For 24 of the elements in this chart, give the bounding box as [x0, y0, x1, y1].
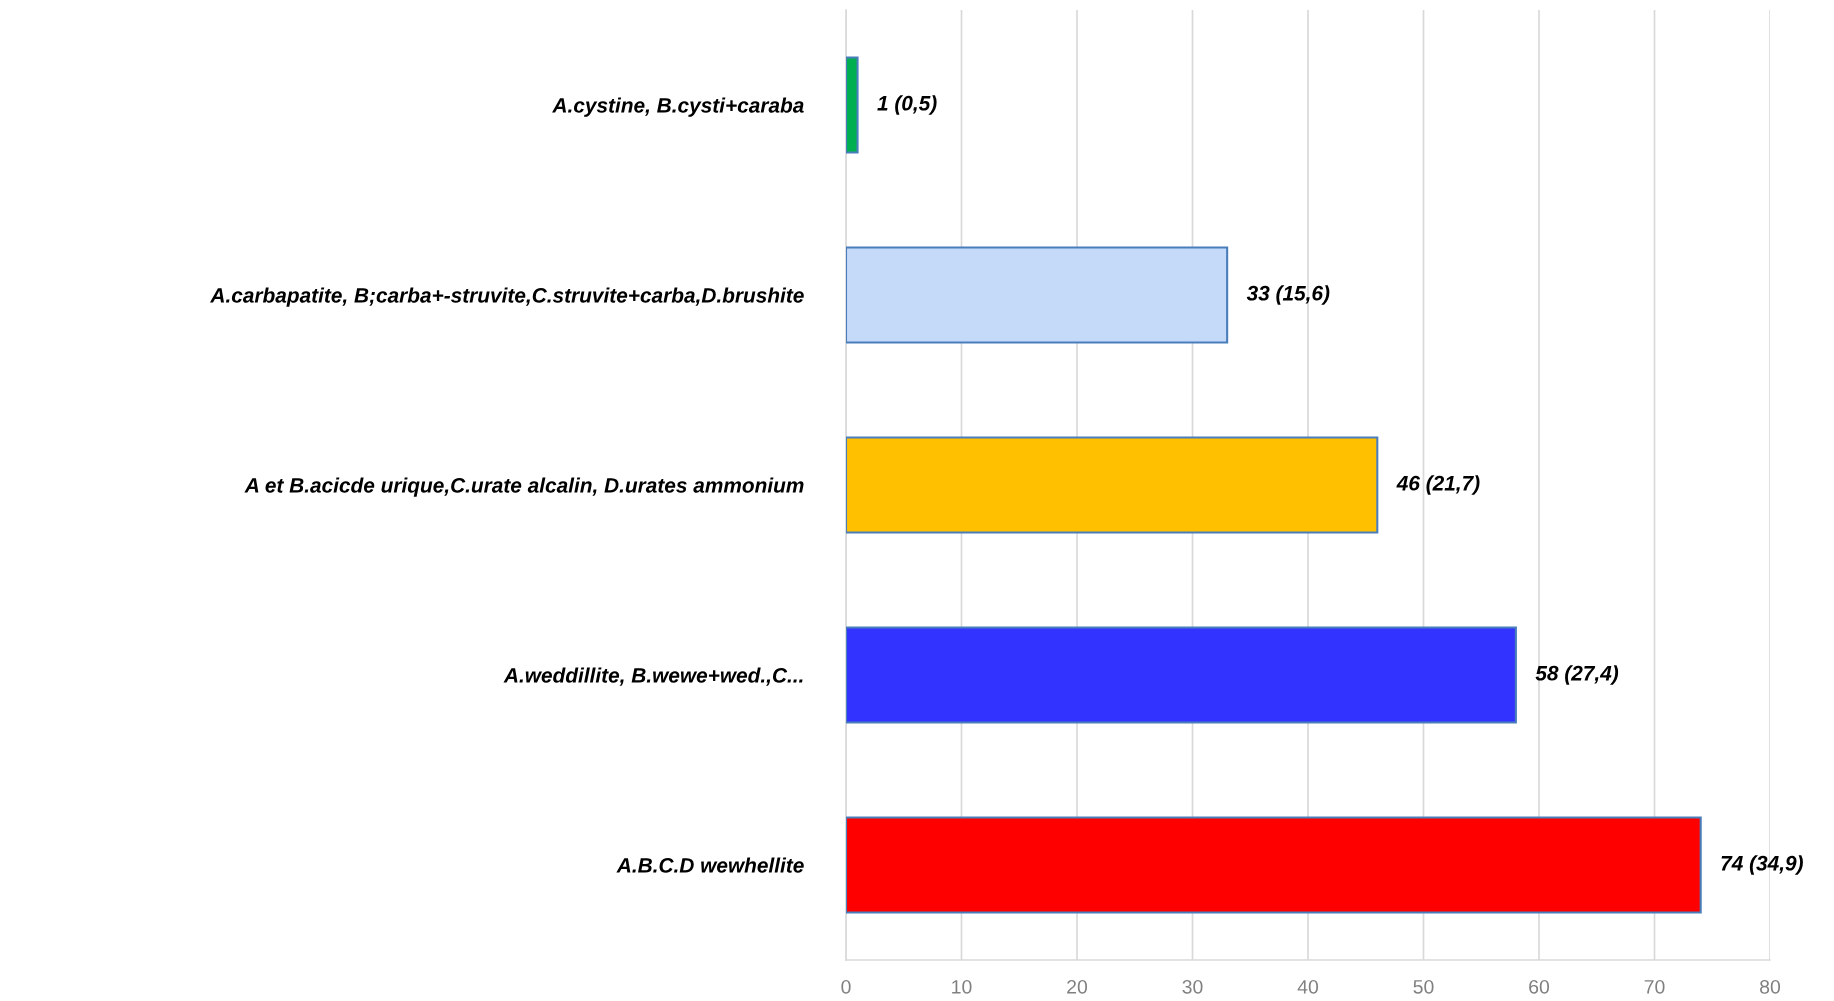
- bar: [846, 246, 1229, 344]
- y-tick-label: A.carbapatite, B;carba+-struvite,C.struvite+carba,D.brushite: [210, 287, 804, 307]
- y-tick-label: A.weddillite, B.wewe+wed.,C...: [503, 667, 803, 686]
- y-tick-label: A.B.C.D wewhellite: [616, 857, 804, 873]
- bar: [846, 626, 1517, 724]
- y-tick-label: A et B.acicde urique,C.urate alcalin, D.urates ammonium: [244, 477, 804, 497]
- data-label: 46 (21,7): [1396, 475, 1480, 495]
- data-label: 33 (15,6): [1246, 285, 1330, 305]
- x-tick-label: 20: [1067, 979, 1088, 994]
- data-label: 74 (34,9): [1721, 855, 1803, 875]
- x-tick-label: 30: [1182, 979, 1203, 994]
- y-tick-label: A.cystine, B.cysti+caraba: [552, 97, 804, 117]
- x-tick-label: 60: [1529, 979, 1550, 994]
- x-tick-label: 40: [1297, 979, 1319, 994]
- data-label: 1 (0,5): [877, 95, 937, 115]
- x-tick-label: 10: [952, 979, 972, 994]
- data-label: 58 (27,4): [1535, 665, 1619, 685]
- x-tick-label: 0: [841, 979, 851, 994]
- x-tick-label: 50: [1413, 979, 1434, 994]
- bar: [846, 56, 859, 154]
- bar: [846, 436, 1379, 534]
- bar: [846, 816, 1702, 914]
- x-tick-label: 80: [1760, 979, 1781, 994]
- x-tick-label: 70: [1644, 979, 1665, 994]
